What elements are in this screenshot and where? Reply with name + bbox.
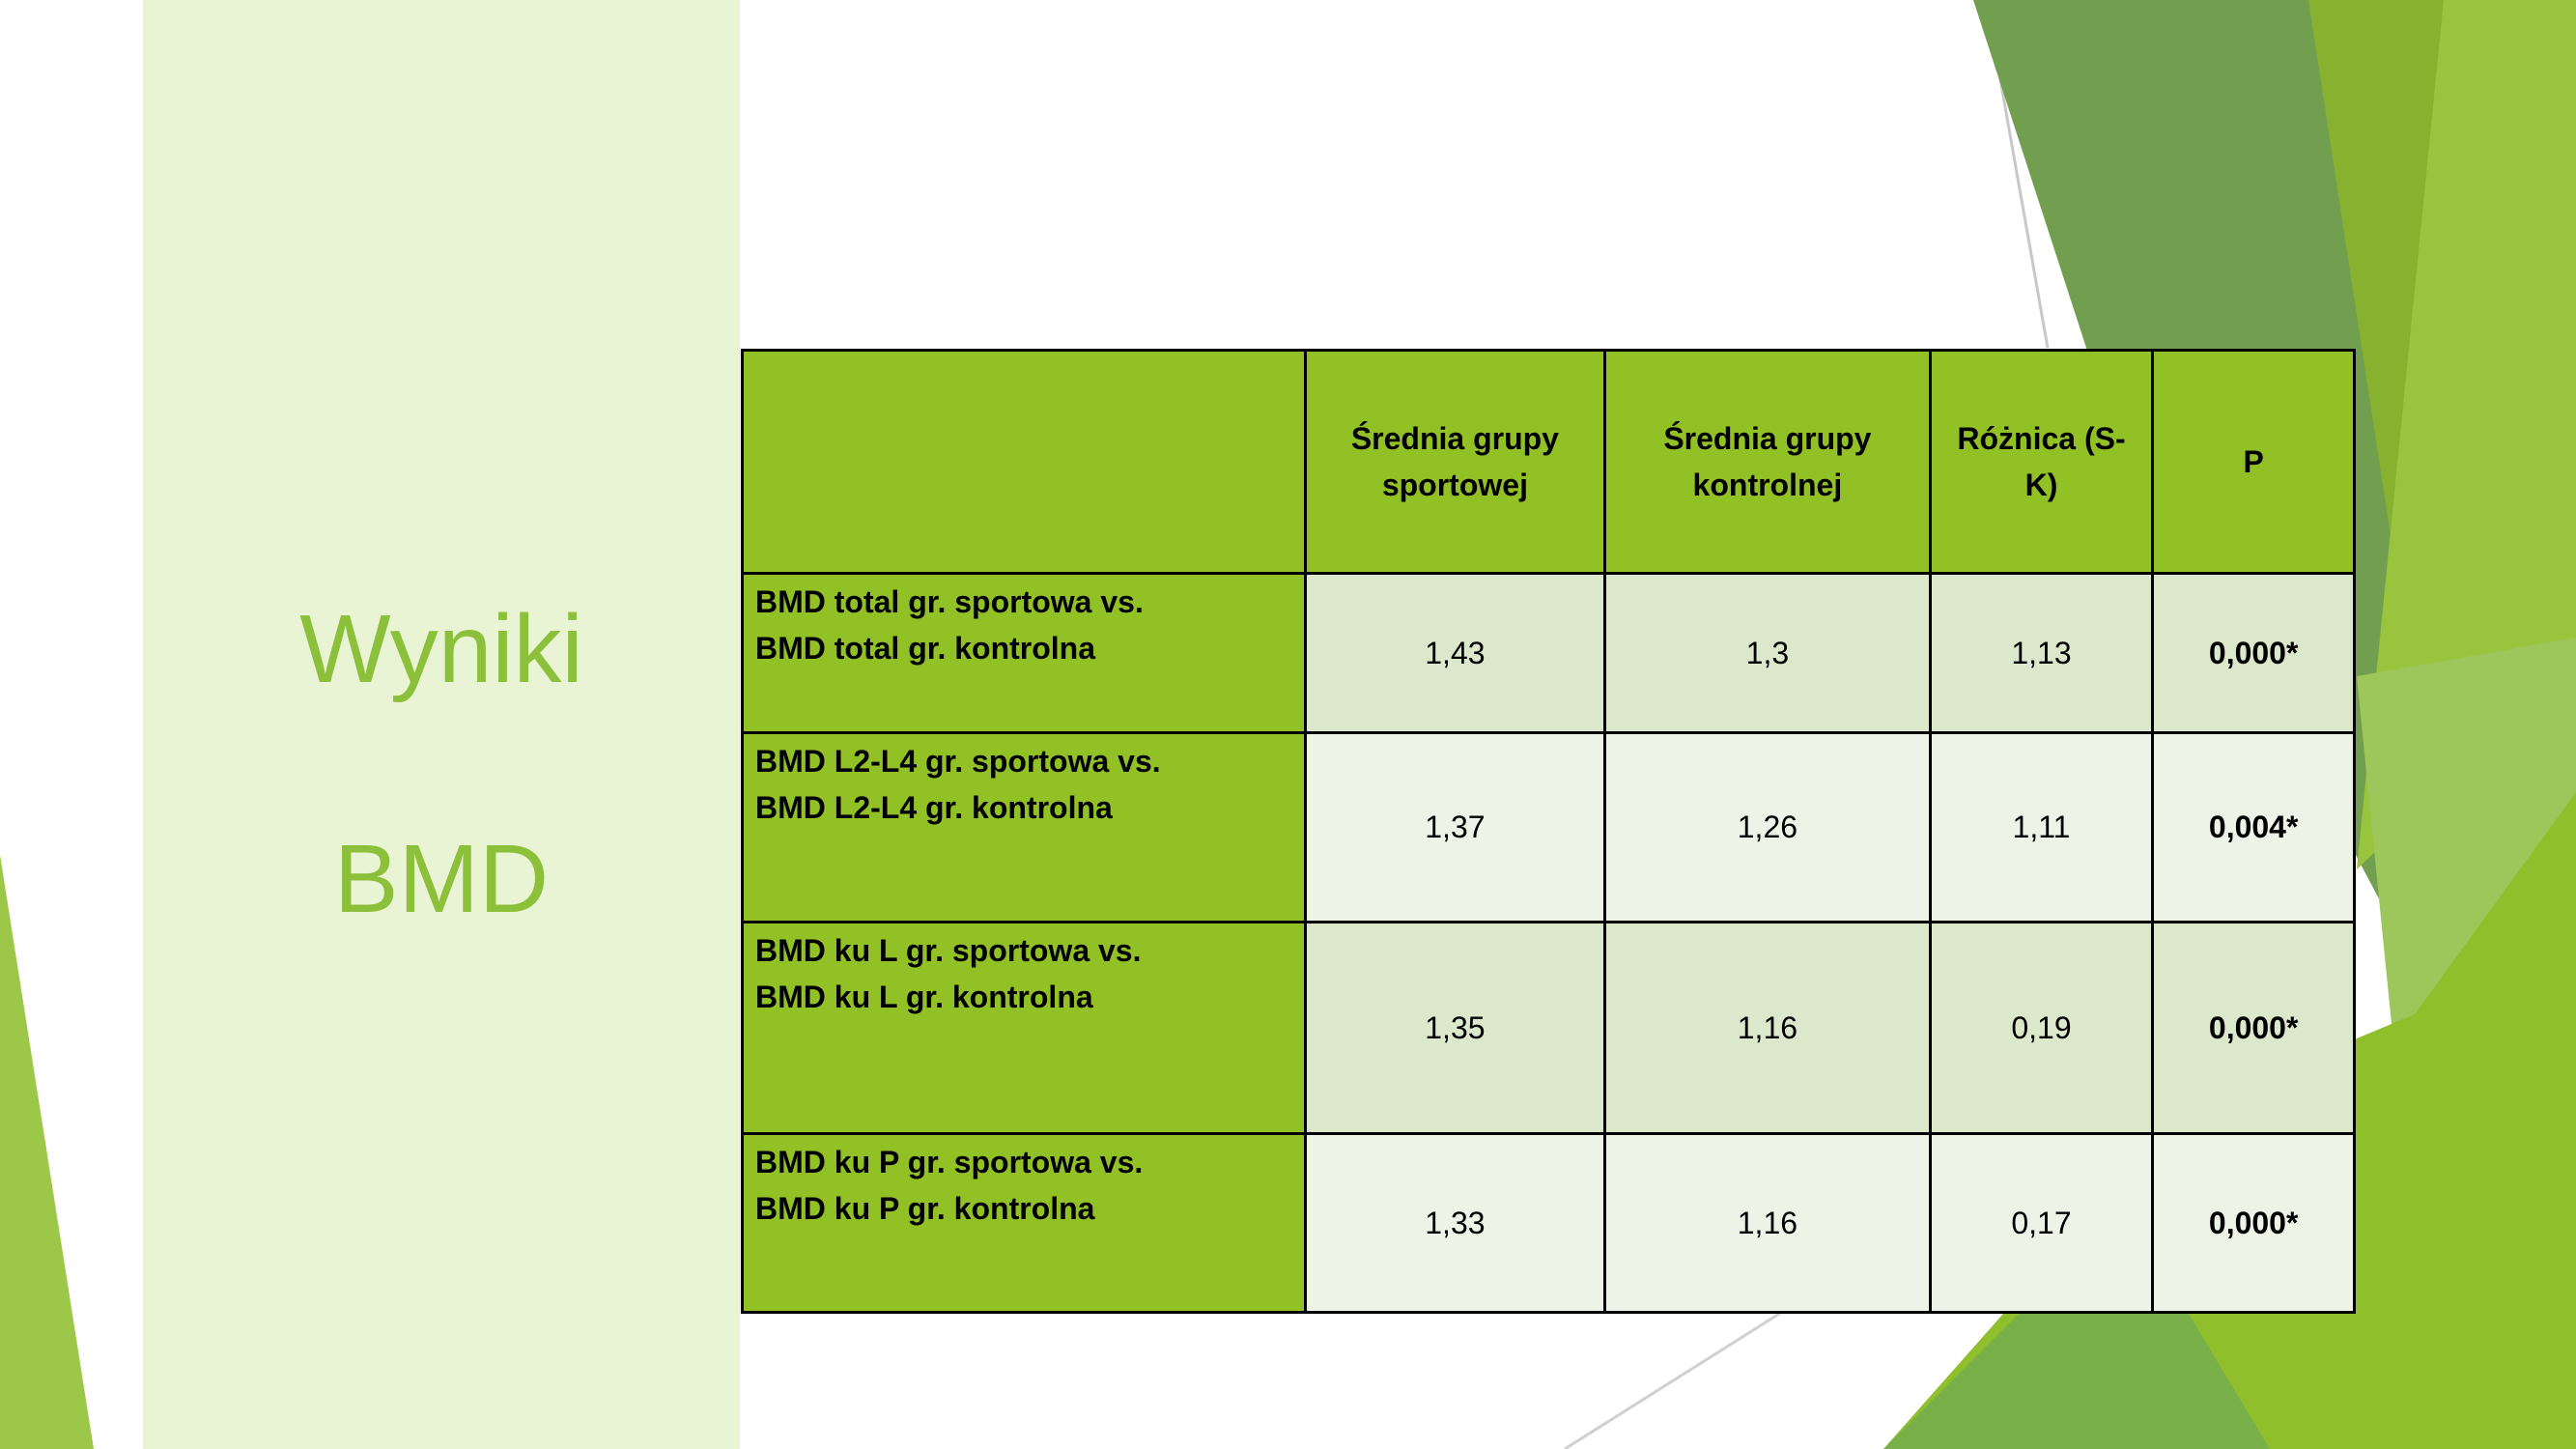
row-label-line2: BMD L2-L4 gr. kontrolna <box>755 790 1113 825</box>
row-label-line1: BMD total gr. sportowa vs. <box>755 584 1144 619</box>
slide-title-line1: Wyniki <box>299 595 583 703</box>
row-label-line1: BMD ku P gr. sportowa vs. <box>755 1145 1144 1179</box>
cell-sport: 1,37 <box>1303 731 1607 923</box>
cell-sport: 1,43 <box>1303 572 1607 734</box>
table-header-row: Średnia grupy sportowej Średnia grupy ko… <box>741 349 2356 575</box>
cell-diff: 0,19 <box>1928 921 2155 1135</box>
cell-control: 1,16 <box>1603 921 1932 1135</box>
cell-p: 0,004* <box>2151 731 2356 923</box>
cell-p: 0,000* <box>2151 572 2356 734</box>
table-row: BMD ku P gr. sportowa vs. BMD ku P gr. ko… <box>741 1132 2356 1314</box>
header-p: P <box>2151 349 2356 575</box>
cell-control: 1,26 <box>1603 731 1932 923</box>
row-label: BMD L2-L4 gr. sportowa vs. BMD L2-L4 gr. … <box>741 731 1307 923</box>
decor-bottom-dark <box>1883 1208 2270 1449</box>
row-label: BMD total gr. sportowa vs. BMD total gr. … <box>741 572 1307 734</box>
cell-p: 0,000* <box>2151 1132 2356 1314</box>
header-empty <box>741 349 1307 575</box>
bmd-results-table: Średnia grupy sportowej Średnia grupy ko… <box>741 349 2356 1314</box>
header-sport-mean: Średnia grupy sportowej <box>1303 349 1607 575</box>
header-difference: Różnica (S-K) <box>1928 349 2155 575</box>
cell-sport: 1,33 <box>1303 1132 1607 1314</box>
row-label: BMD ku P gr. sportowa vs. BMD ku P gr. ko… <box>741 1132 1307 1314</box>
header-control-mean: Średnia grupy kontrolnej <box>1603 349 1932 575</box>
decor-line <box>1564 1307 1788 1449</box>
row-label-line1: BMD ku L gr. sportowa vs. <box>755 933 1142 968</box>
cell-diff: 1,13 <box>1928 572 2155 734</box>
decor-left-strip <box>0 855 94 1449</box>
row-label-line1: BMD L2-L4 gr. sportowa vs. <box>755 744 1161 779</box>
title-panel <box>143 0 740 1449</box>
row-label-line2: BMD ku P gr. kontrolna <box>755 1191 1095 1226</box>
slide-title-line2: BMD <box>333 825 550 933</box>
cell-p: 0,000* <box>2151 921 2356 1135</box>
cell-sport: 1,35 <box>1303 921 1607 1135</box>
row-label-line2: BMD ku L gr. kontrolna <box>755 980 1093 1014</box>
cell-diff: 0,17 <box>1928 1132 2155 1314</box>
cell-diff: 1,11 <box>1928 731 2155 923</box>
row-label: BMD ku L gr. sportowa vs. BMD ku L gr. ko… <box>741 921 1307 1135</box>
table-row: BMD L2-L4 gr. sportowa vs. BMD L2-L4 gr. … <box>741 731 2356 923</box>
cell-control: 1,16 <box>1603 1132 1932 1314</box>
row-label-line2: BMD total gr. kontrolna <box>755 631 1095 666</box>
table-row: BMD ku L gr. sportowa vs. BMD ku L gr. ko… <box>741 921 2356 1135</box>
table-row: BMD total gr. sportowa vs. BMD total gr. … <box>741 572 2356 734</box>
cell-control: 1,3 <box>1603 572 1932 734</box>
